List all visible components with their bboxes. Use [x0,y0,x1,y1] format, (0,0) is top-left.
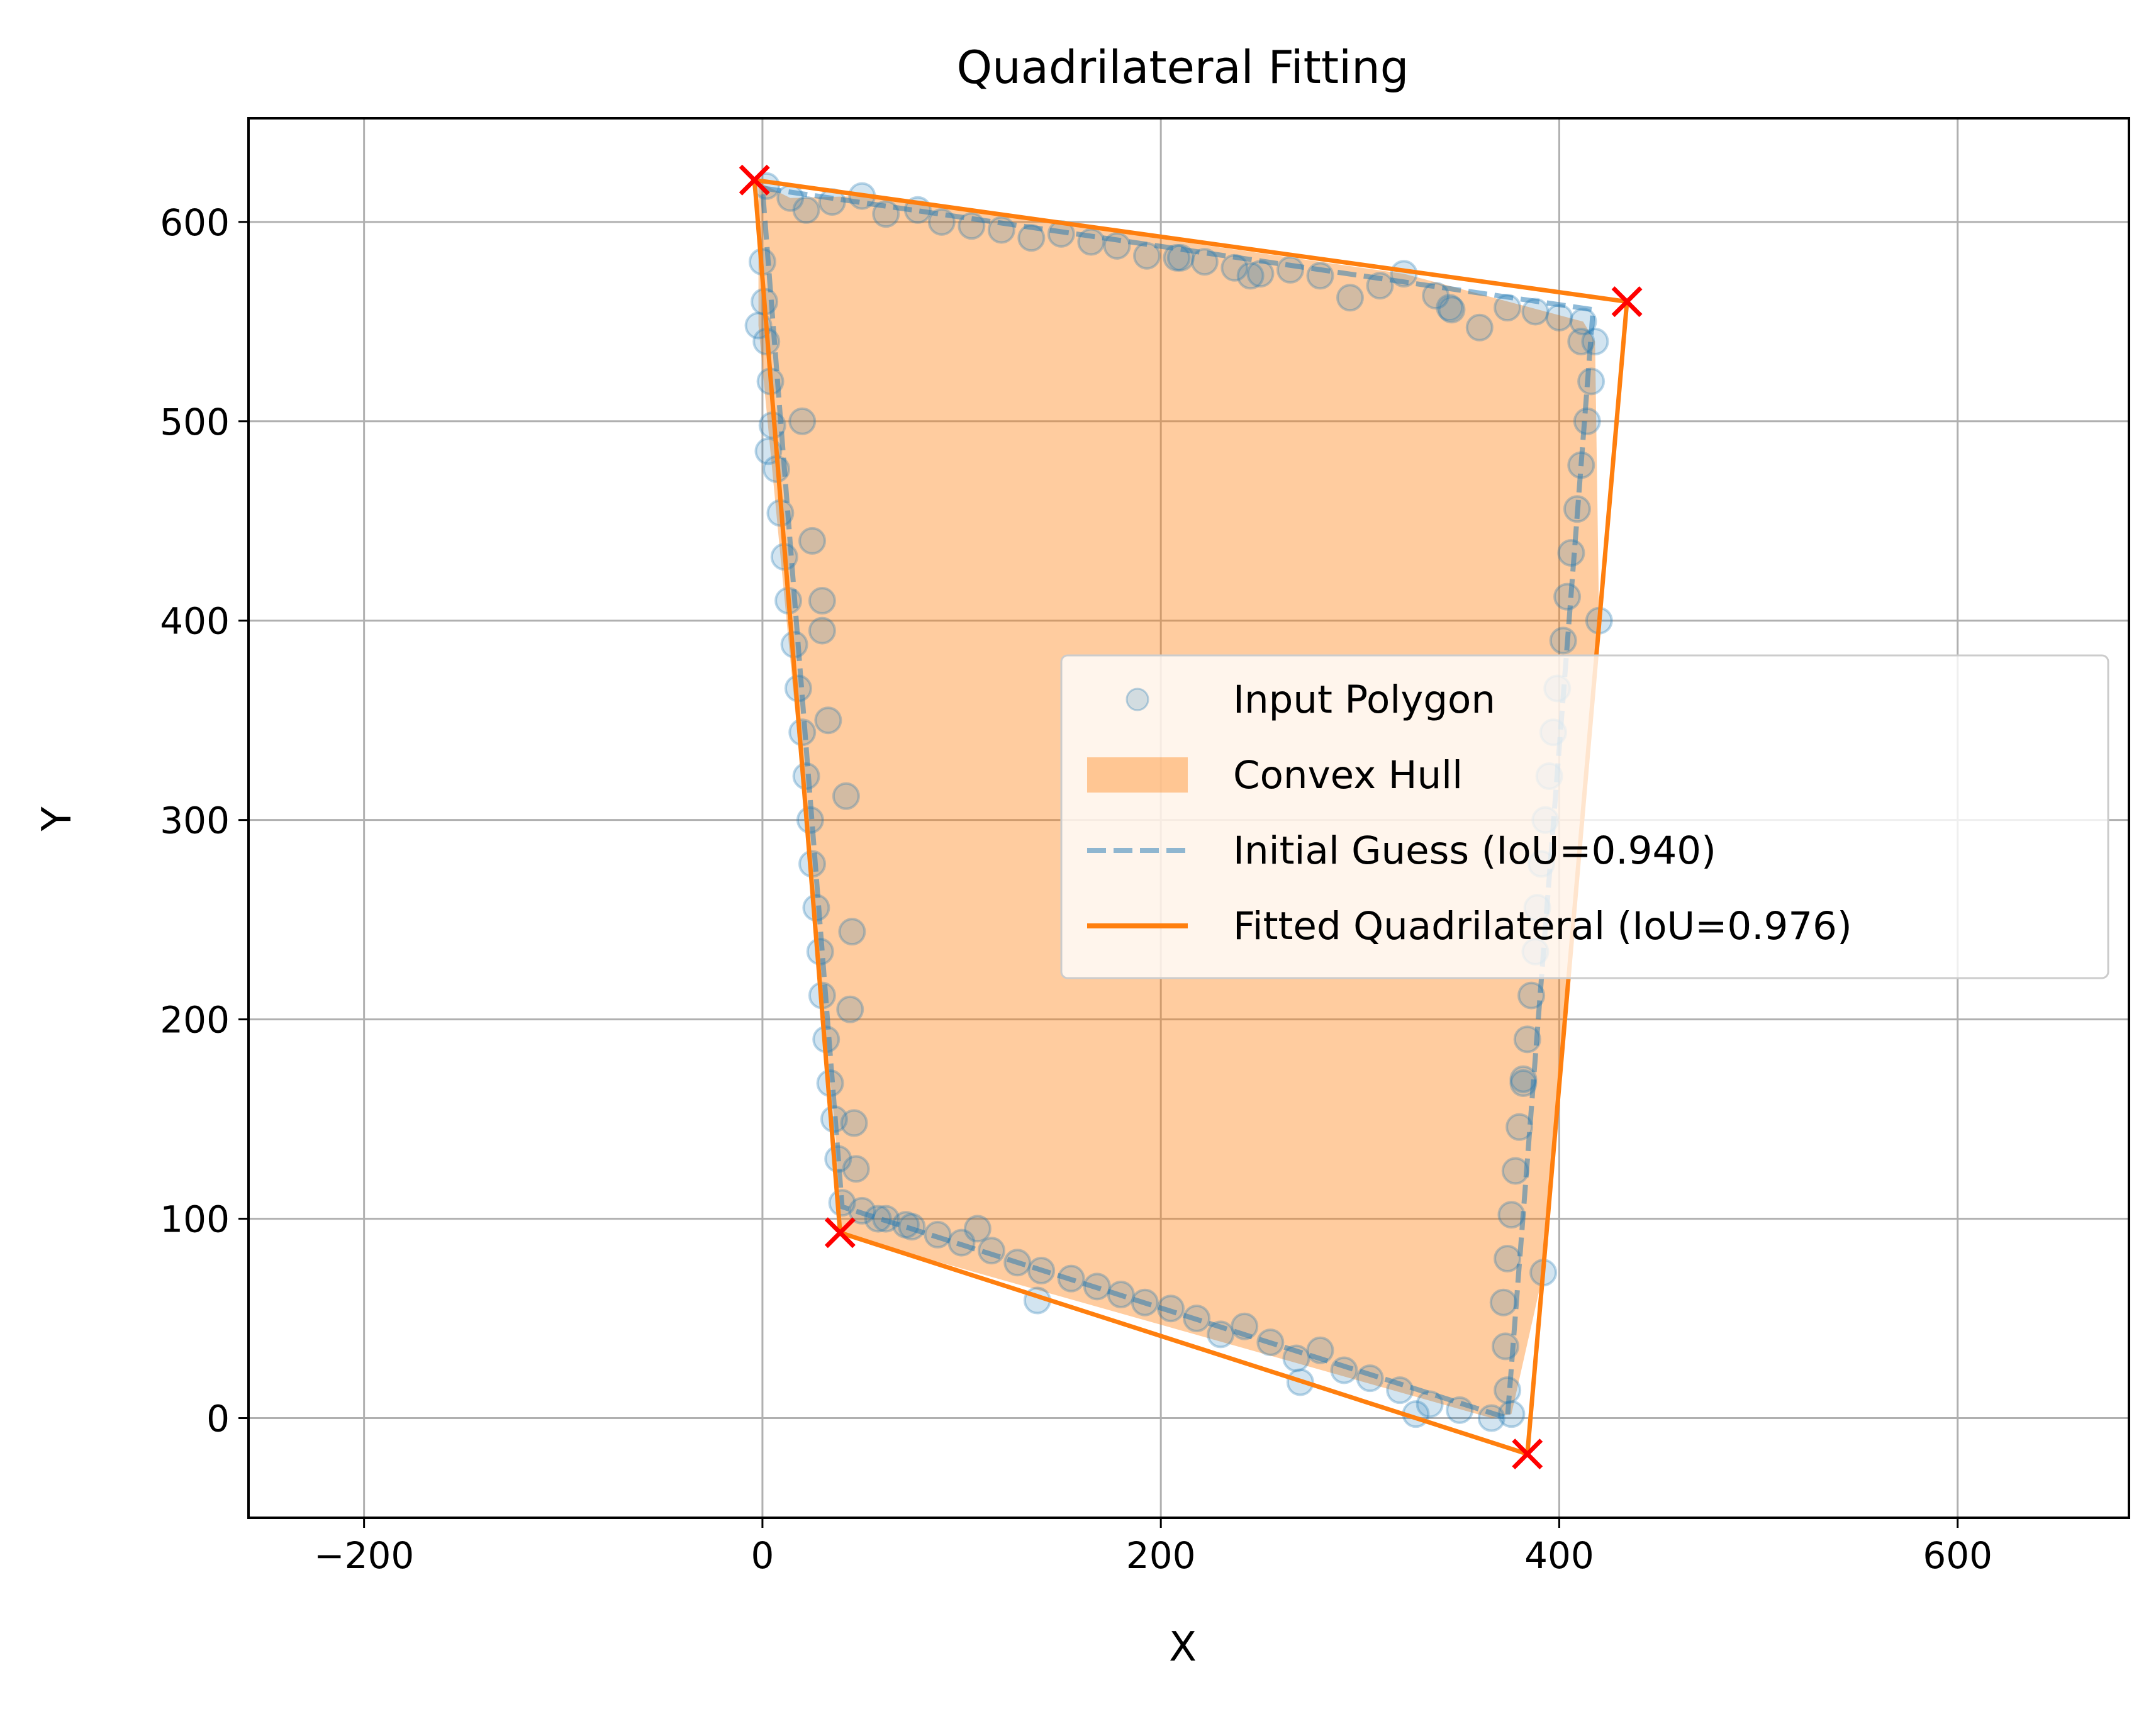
y-tick-label: 300 [160,799,230,842]
input-polygon-point [1494,1244,1522,1272]
input-polygon-point [836,995,864,1023]
input-polygon-point [814,706,842,735]
input-polygon-point [1436,294,1464,322]
input-polygon-point [808,616,836,645]
x-tick-label: 200 [1126,1534,1196,1577]
corner-marker-stroke [1611,286,1643,318]
input-polygon-point [788,407,817,435]
input-polygon-point [963,1215,991,1243]
legend-label-input-polygon: Input Polygon [1233,677,1495,722]
legend-marker-convex-hull [1087,757,1188,793]
y-tick-label: 500 [160,401,230,443]
y-tick-label: 0 [206,1398,230,1440]
input-polygon-point [864,1205,892,1233]
x-tick-label: −200 [314,1534,414,1577]
legend-label-fitted-quadrilateral: Fitted Quadrilateral (IoU=0.976) [1233,904,1852,949]
input-polygon-point [1236,262,1265,290]
corner-marker [1611,286,1643,318]
input-polygon-point [1306,262,1334,290]
y-axis-ticks: 0 100 200 300 400 500 600 [160,201,249,1440]
legend-label-convex-hull: Convex Hull [1233,753,1463,798]
input-polygon-point [1577,367,1606,396]
input-polygon-point [1505,1113,1534,1141]
x-axis-ticks: −200 0 200 400 600 [314,1518,1992,1577]
y-axis-label: Y [34,806,81,832]
corner-marker-stroke [739,164,770,196]
y-tick-label: 100 [160,1198,230,1241]
input-polygon-point [838,918,866,946]
corner-marker [824,1217,856,1249]
input-polygon-point [1477,1404,1505,1432]
input-polygon-point [1336,284,1364,312]
chart-title: Quadrilateral Fitting [957,41,1409,94]
input-polygon-point [798,526,827,555]
initial-guess-line [759,185,1596,1422]
corner-marker-stroke [1512,1439,1543,1470]
corner-marker [739,164,770,196]
input-polygon-point [1509,1069,1538,1098]
y-tick-label: 400 [160,600,230,643]
corner-marker-stroke [824,1217,856,1249]
input-polygon-point [1509,1065,1538,1093]
legend-label-initial-guess: Initial Guess (IoU=0.940) [1233,828,1716,873]
plot-frame [247,117,2130,1519]
input-polygon-point [808,587,836,615]
x-tick-label: 600 [1923,1534,1992,1577]
legend-marker-input-polygon [1125,687,1149,711]
input-polygon-point [1553,582,1582,611]
legend: Input Polygon Convex Hull Initial Guess … [1060,654,2109,979]
input-polygon-point [1513,1025,1541,1054]
legend-box [1060,654,2109,979]
input-polygon-point [832,782,860,810]
x-tick-label: 0 [751,1534,774,1577]
input-polygon-point [792,196,820,224]
input-polygon-point [1545,303,1573,331]
x-tick-label: 400 [1524,1534,1594,1577]
input-polygon-point [1567,327,1595,355]
input-polygon-point [1438,296,1466,324]
input-polygon-point [842,1155,870,1183]
input-polygon-point [840,1109,868,1137]
input-polygon-point [1465,313,1494,342]
input-polygon-point [1549,626,1577,655]
x-axis-label: X [1169,1624,1197,1671]
corner-markers [739,164,1643,1470]
y-tick-label: 600 [160,201,230,244]
input-polygon-point [1276,255,1304,284]
y-tick-label: 200 [160,999,230,1042]
input-polygon-point [1489,1288,1517,1317]
corner-marker [1512,1439,1543,1470]
